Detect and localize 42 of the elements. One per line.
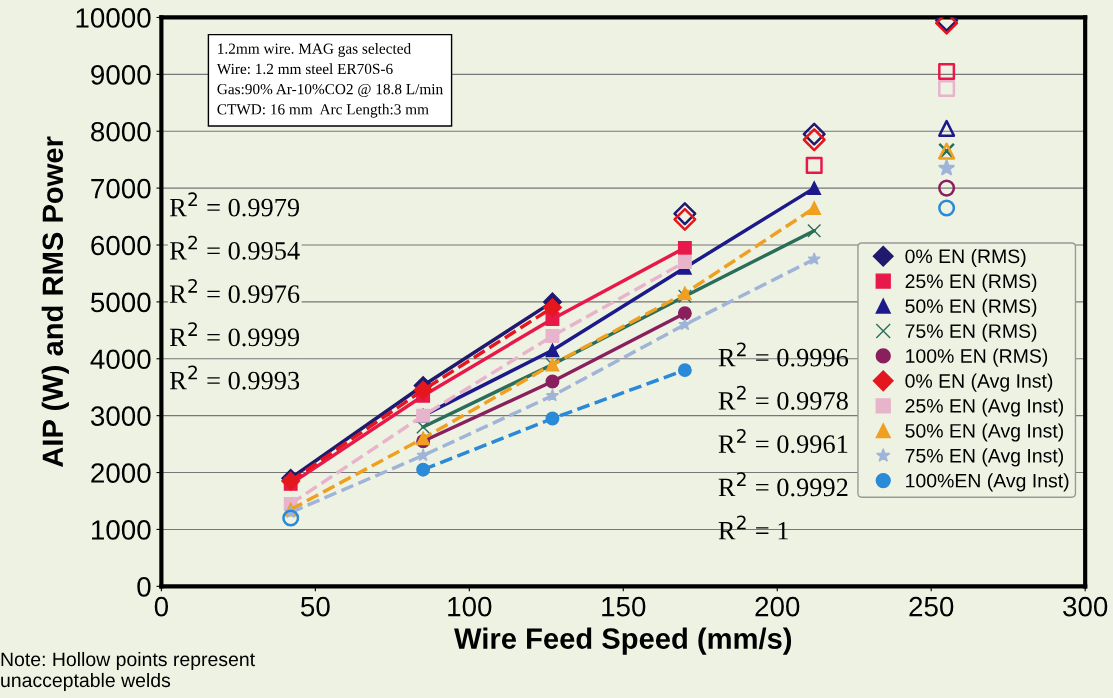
annotation: R$^{2}$ = 0.9996 [718,342,849,367]
annotation: R$^{2}$ = 0.9992 [718,472,848,497]
y-tick-label: 7000 [91,178,151,199]
annotation: R$^{2}$ = 0.9993 [169,365,300,390]
y-tick-label: 1000 [91,520,151,540]
annotation: 1.2mm wire. MAG gas selected Wire: 1.2 mm steel ER70S-6 Gas:90% Ar-10%CO2 @ 18.8 L/min CTWD: 16 mm Arc Length:3 mm [216,43,443,118]
y-tick-label: 10000 [76,8,151,28]
y-axis-title: AIP (W) and RMS Power [41,136,69,467]
legend-label: 75% EN (Avg Inst) [905,448,1064,467]
annotation: R$^{2}$ = 0.9976 [169,278,300,304]
y-tick-label: 9000 [91,65,151,85]
y-tick-label: 4000 [90,349,151,370]
y-tick-label: 2000 [91,463,151,483]
x-tick-label: 250 [909,596,954,617]
y-tick-label: 6000 [91,235,151,256]
legend-label: 25% EN (Avg Inst) [905,398,1064,417]
y-tick-label: 5000 [90,292,151,313]
legend-label: 50% EN (Avg Inst) [905,423,1064,442]
x-tick-label: 0 [154,596,169,617]
legend-label: 100% EN (RMS) [906,348,1048,367]
annotation: R$^{2}$ = 0.9961 [718,428,848,454]
legend-label: 0% EN (RMS) [905,248,1026,268]
x-tick-label: 150 [602,596,646,617]
y-tick-label: 0 [137,576,151,597]
annotation: R$^{2}$ = 0.9954 [169,235,300,260]
legend-label: 25% EN (RMS) [905,273,1037,292]
legend-label: 0% EN (Avg Inst) [905,373,1053,392]
y-tick-label: 3000 [90,406,151,426]
x-tick-label: 300 [1063,596,1108,617]
x-tick-label: 100 [448,596,492,617]
legend-label: 100%EN (Avg Inst) [906,473,1069,492]
text: Note: Hollow points represent unacceptable welds [1,651,255,692]
x-tick-label: 200 [755,596,800,617]
annotation: R$^{2}$ = 0.9999 [169,322,300,347]
x-axis-title: Wire Feed Speed (mm/s) [454,627,792,655]
x-tick-label: 50 [301,596,330,617]
annotation: R$^{2}$ = 0.9979 [169,192,300,217]
legend-label: 50% EN (RMS) [905,298,1037,317]
annotation: R$^{2}$ = 0.9978 [718,385,848,410]
annotation: R$^{2}$ = 1 [718,515,788,540]
y-tick-label: 8000 [91,121,151,142]
legend-label: 75% EN (RMS) [905,323,1037,342]
